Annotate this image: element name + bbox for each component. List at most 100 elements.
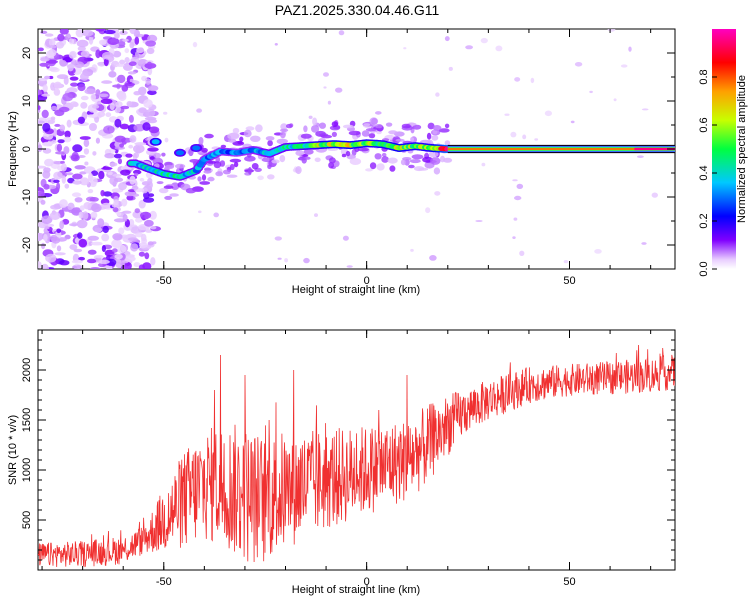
noise-blob — [147, 90, 157, 96]
noise-blob — [150, 257, 156, 266]
faint-speck — [519, 250, 525, 256]
faint-speck — [314, 213, 318, 218]
noise-blob — [140, 211, 152, 220]
noise-blob — [114, 146, 126, 150]
smear-blob — [226, 174, 238, 178]
smear-blob — [444, 140, 451, 147]
smear-blob — [369, 162, 377, 170]
faint-speck — [530, 77, 535, 84]
noise-blob — [80, 102, 88, 109]
noise-blob — [87, 249, 97, 255]
noise-blob — [74, 197, 83, 203]
noise-blob — [101, 245, 106, 252]
smear-blob — [319, 122, 326, 129]
noise-blob — [80, 95, 89, 101]
noise-blob — [44, 158, 54, 167]
noise-blob — [63, 146, 70, 155]
noise-blob — [98, 170, 105, 180]
smear-blob — [438, 128, 450, 133]
smear-blob — [395, 138, 405, 142]
noise-blob — [38, 165, 47, 169]
noise-blob — [122, 214, 128, 222]
y-tick-label: 20 — [21, 47, 33, 59]
smear-blob — [329, 125, 341, 131]
faint-speck — [213, 212, 219, 218]
noise-blob — [147, 118, 158, 124]
noise-blob — [118, 227, 125, 235]
faint-speck — [651, 192, 658, 198]
noise-blob — [90, 241, 103, 246]
noise-blob — [54, 252, 66, 256]
smear-blob — [349, 158, 362, 165]
noise-blob — [150, 226, 157, 230]
smear-blob — [375, 124, 383, 129]
noise-blob — [91, 170, 99, 176]
smear-blob — [381, 152, 387, 157]
noise-blob — [55, 151, 66, 155]
noise-blob — [100, 98, 113, 105]
smear-blob — [314, 157, 321, 163]
smear-blob — [280, 128, 289, 132]
y-tick-label: 0 — [21, 146, 33, 152]
noise-blob — [57, 33, 65, 42]
faint-speck — [163, 111, 168, 115]
noise-blob — [42, 122, 51, 132]
faint-speck — [196, 108, 203, 113]
noise-blob — [38, 105, 41, 111]
noise-blob — [53, 179, 60, 183]
noise-blob — [147, 85, 159, 92]
noise-blob — [71, 192, 82, 197]
noise-blob — [147, 241, 154, 246]
smear-blob — [163, 185, 174, 189]
noise-blob — [66, 119, 72, 128]
noise-blob — [88, 35, 94, 45]
noise-blob — [123, 255, 136, 262]
smear-blob — [243, 129, 252, 138]
noise-blob — [103, 58, 109, 67]
colorbar-tick-label: 0.6 — [698, 117, 710, 132]
smear-blob — [267, 174, 275, 180]
noise-blob — [78, 211, 84, 219]
x-tick-label: -50 — [156, 275, 172, 287]
smear-blob — [440, 155, 445, 163]
smear-blob — [158, 187, 169, 194]
smear-blob — [265, 136, 275, 141]
smear-blob — [376, 163, 385, 171]
noise-blob — [49, 211, 61, 220]
y-tick-label: 1500 — [21, 408, 33, 432]
noise-blob — [114, 153, 122, 159]
smear-blob — [426, 132, 432, 140]
noise-blob — [134, 142, 147, 146]
smear-blob — [388, 130, 398, 135]
noise-blob — [40, 30, 48, 34]
noise-blob — [41, 93, 50, 97]
smear-blob — [250, 135, 261, 142]
smear-blob — [229, 163, 235, 171]
smear-blob — [410, 137, 414, 142]
noise-blob — [78, 238, 88, 248]
noise-blob — [79, 205, 85, 211]
noise-blob — [98, 259, 110, 265]
faint-speck — [425, 207, 431, 214]
smear-blob — [381, 156, 389, 163]
smear-blob — [197, 176, 202, 182]
noise-blob — [129, 41, 135, 49]
noise-blob — [109, 102, 115, 111]
noise-blob — [145, 78, 151, 85]
smear-blob — [204, 133, 214, 139]
noise-blob — [118, 182, 127, 191]
smear-blob — [363, 123, 371, 127]
colorbar-ticks: 0.0 0.2 0.4 0.6 0.8 — [698, 69, 717, 277]
noise-blob — [105, 112, 112, 118]
noise-blob — [72, 180, 82, 185]
faint-speck — [504, 113, 510, 116]
noise-blob — [112, 233, 123, 241]
smear-blob — [319, 133, 329, 137]
noise-blob — [56, 245, 62, 252]
faint-speck — [323, 72, 329, 77]
noise-blob — [112, 173, 122, 177]
smear-blob — [444, 123, 450, 129]
faint-speck — [534, 138, 539, 141]
smear-blob — [174, 163, 186, 169]
noise-blob — [147, 147, 159, 152]
